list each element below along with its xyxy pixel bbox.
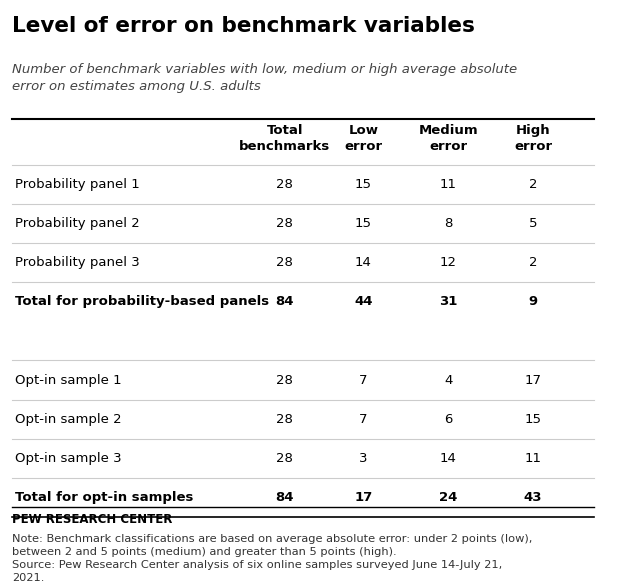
Text: Probability panel 2: Probability panel 2 (15, 217, 140, 230)
Text: 28: 28 (276, 452, 293, 465)
Text: 11: 11 (440, 178, 457, 191)
Text: 84: 84 (275, 295, 294, 308)
Text: Opt-in sample 3: Opt-in sample 3 (15, 452, 122, 465)
Text: 7: 7 (359, 413, 367, 426)
Text: Probability panel 1: Probability panel 1 (15, 178, 140, 191)
Text: 7: 7 (359, 374, 367, 387)
Text: 2: 2 (529, 178, 537, 191)
Text: 31: 31 (439, 295, 458, 308)
Text: 43: 43 (524, 491, 542, 504)
Text: 28: 28 (276, 178, 293, 191)
Text: PEW RESEARCH CENTER: PEW RESEARCH CENTER (12, 512, 173, 526)
Text: 14: 14 (440, 452, 457, 465)
Text: 24: 24 (439, 491, 458, 504)
Text: Opt-in sample 1: Opt-in sample 1 (15, 374, 122, 387)
Text: 12: 12 (440, 256, 457, 269)
Text: Level of error on benchmark variables: Level of error on benchmark variables (12, 16, 475, 36)
Text: 17: 17 (525, 374, 541, 387)
Text: 28: 28 (276, 217, 293, 230)
Text: 11: 11 (525, 452, 541, 465)
Text: 15: 15 (355, 217, 372, 230)
Text: 28: 28 (276, 374, 293, 387)
Text: Probability panel 3: Probability panel 3 (15, 256, 140, 269)
Text: 9: 9 (529, 295, 538, 308)
Text: 15: 15 (525, 413, 541, 426)
Text: 6: 6 (444, 413, 452, 426)
Text: 28: 28 (276, 256, 293, 269)
Text: 28: 28 (276, 413, 293, 426)
Text: Note: Benchmark classifications are based on average absolute error: under 2 poi: Note: Benchmark classifications are base… (12, 534, 532, 583)
Text: 8: 8 (444, 217, 452, 230)
Text: Total for probability-based panels: Total for probability-based panels (15, 295, 269, 308)
Text: 14: 14 (355, 256, 372, 269)
Text: 2: 2 (529, 256, 537, 269)
Text: 15: 15 (355, 178, 372, 191)
Text: 44: 44 (354, 295, 372, 308)
Text: Low
error: Low error (344, 124, 383, 153)
Text: Total
benchmarks: Total benchmarks (239, 124, 330, 153)
Text: 5: 5 (529, 217, 537, 230)
Text: Opt-in sample 2: Opt-in sample 2 (15, 413, 122, 426)
Text: Total for opt-in samples: Total for opt-in samples (15, 491, 193, 504)
Text: Number of benchmark variables with low, medium or high average absolute
error on: Number of benchmark variables with low, … (12, 63, 517, 92)
Text: High
error: High error (514, 124, 552, 153)
Text: Medium
error: Medium error (419, 124, 478, 153)
Text: 84: 84 (275, 491, 294, 504)
Text: 3: 3 (359, 452, 367, 465)
Text: 4: 4 (444, 374, 452, 387)
Text: 17: 17 (355, 491, 372, 504)
